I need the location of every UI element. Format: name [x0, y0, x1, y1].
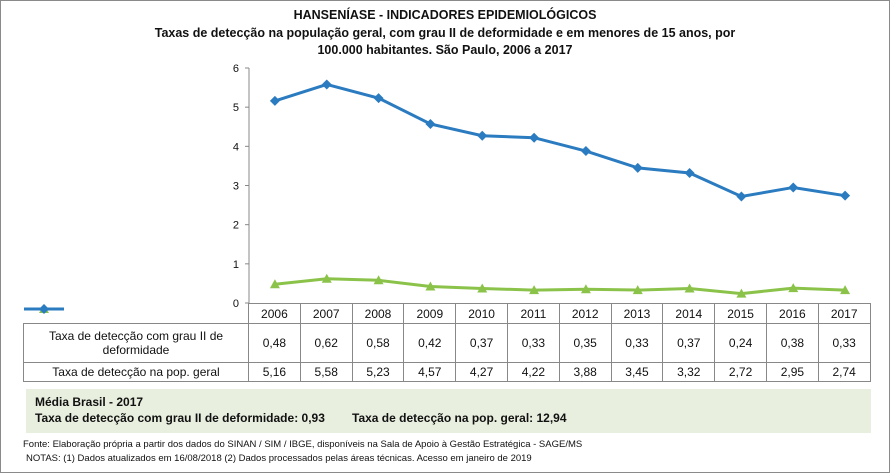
data-point [321, 273, 332, 283]
data-label: 2,74 [817, 362, 871, 382]
data-point [477, 130, 488, 141]
y-tick-label: 3 [233, 181, 239, 193]
data-label: 3,88 [558, 362, 612, 382]
data-point [840, 190, 851, 201]
y-tick-label: 4 [233, 141, 239, 153]
footer-source: Fonte: Elaboração própria a partir dos d… [23, 439, 583, 450]
data-point [632, 162, 643, 173]
data-label: 0,48 [248, 323, 301, 363]
category-label: 2011 [506, 303, 560, 324]
category-label: 2016 [765, 303, 819, 324]
data-point [840, 285, 851, 295]
data-point [373, 275, 384, 285]
data-label: 0,37 [662, 323, 716, 363]
data-label: 5,23 [351, 362, 405, 382]
series-line [274, 82, 846, 199]
table-corner [23, 303, 249, 324]
data-label: 0,33 [817, 323, 871, 363]
data-point [788, 182, 799, 193]
category-label: 2012 [558, 303, 612, 324]
data-label: 3,45 [610, 362, 664, 382]
category-label: 2015 [714, 303, 767, 324]
data-point [373, 93, 384, 104]
series-name: Taxa de detecção na pop. geral [52, 365, 220, 379]
footer-notes: NOTAS: (1) Dados atualizados em 16/08/20… [26, 453, 532, 464]
data-point [269, 95, 280, 106]
category-label: 2006 [248, 303, 301, 324]
brasil-grau2: Taxa de detecção com grau II de deformid… [35, 411, 325, 425]
y-tick-label: 5 [233, 102, 239, 114]
data-point [632, 285, 643, 295]
category-label: 2013 [610, 303, 664, 324]
data-point [736, 191, 747, 202]
data-point [425, 119, 436, 130]
data-label: 0,58 [351, 323, 405, 363]
series-name: Taxa de detecção com grau II de deformid… [48, 329, 224, 357]
data-label: 4,57 [403, 362, 457, 382]
data-point [529, 285, 540, 295]
data-point [684, 283, 695, 293]
category-label: 2010 [455, 303, 508, 324]
category-label: 2009 [403, 303, 457, 324]
data-label: 0,38 [765, 323, 819, 363]
y-tick-label: 2 [233, 220, 239, 232]
data-point [321, 79, 332, 90]
data-label: 3,32 [662, 362, 716, 382]
data-label: 0,42 [403, 323, 457, 363]
series-label-geral: Taxa de detecção na pop. geral [23, 303, 249, 382]
data-label: 2,72 [714, 362, 767, 382]
data-label: 5,16 [248, 362, 301, 382]
data-point [684, 167, 695, 178]
data-point [529, 132, 540, 143]
data-label: 5,58 [299, 362, 353, 382]
data-point [736, 288, 747, 298]
data-label: 0,62 [299, 323, 353, 363]
chart-title: HANSENÍASE - INDICADORES EPIDEMIOLÓGICOS [293, 8, 597, 22]
data-label: 0,24 [714, 323, 767, 363]
data-label: 0,37 [455, 323, 508, 363]
data-point [477, 283, 488, 293]
data-table: 2006 2007 2008 2009 2010 2011 2012 2013 2014 2015… [23, 303, 871, 382]
data-label: 4,27 [455, 362, 508, 382]
series-label-grau2: Taxa de detecção com grau II de deformid… [23, 303, 249, 363]
data-label: 0,33 [506, 323, 560, 363]
category-label: 2007 [299, 303, 353, 324]
y-tick-label: 6 [233, 63, 239, 75]
data-point [580, 146, 591, 157]
data-point [269, 279, 280, 289]
brasil-average-box: Média Brasil - 2017 Taxa de detecção com… [26, 389, 871, 433]
data-point [788, 283, 799, 293]
chart-subtitle: Taxas de detecção na população geral, co… [154, 26, 736, 57]
y-tick-label: 1 [233, 259, 239, 271]
brasil-geral: Taxa de detecção na pop. geral: 12,94 [352, 411, 567, 425]
legend-key-diamond-icon [23, 303, 64, 314]
data-point [580, 284, 591, 294]
brasil-heading: Média Brasil - 2017 [35, 395, 144, 409]
data-point [425, 281, 436, 291]
series-line [274, 277, 846, 296]
category-label: 2008 [351, 303, 405, 324]
data-label: 0,35 [558, 323, 612, 363]
data-label: 2,95 [765, 362, 819, 382]
category-label: 2014 [662, 303, 716, 324]
category-label: 2017 [817, 303, 871, 324]
data-label: 0,33 [610, 323, 664, 363]
data-label: 4,22 [506, 362, 560, 382]
